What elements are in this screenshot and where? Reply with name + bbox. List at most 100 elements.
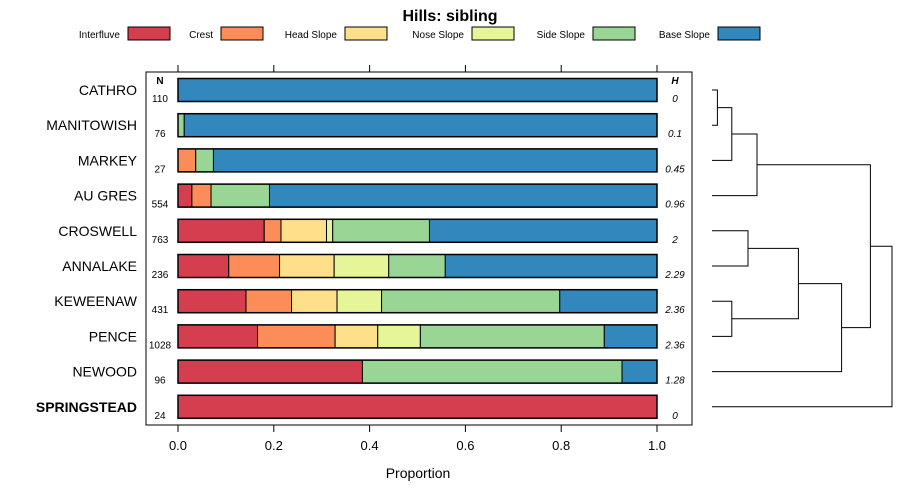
bar-segment-base-slope <box>177 78 658 102</box>
n-value: 763 <box>152 235 169 246</box>
h-value: 0.96 <box>665 200 685 211</box>
bar-segment-crest <box>191 183 212 208</box>
n-value: 554 <box>152 200 169 211</box>
bar-segment-side-slope <box>195 148 214 173</box>
row-label: KEWEENAW <box>54 293 137 309</box>
bar-segment-interfluve <box>177 183 193 208</box>
bar-segment-base-slope <box>428 218 658 243</box>
bar-segment-interfluve <box>177 254 230 278</box>
bar-segment-head-slope <box>280 218 327 243</box>
bar-segment-side-slope <box>332 218 430 243</box>
legend-label: Head Slope <box>285 30 338 41</box>
bar-segment-side-slope <box>419 324 605 349</box>
bar-segment-nose-slope <box>377 324 421 349</box>
bar-segment-side-slope <box>177 113 185 138</box>
bar-segment-base-slope <box>212 148 658 173</box>
dendrogram-link <box>712 300 733 337</box>
x-axis: 0.0 0.2 0.4 0.6 0.8 1.0 <box>169 425 666 453</box>
h-value: 2.29 <box>664 270 685 281</box>
bar-outline <box>177 253 658 279</box>
n-value: 96 <box>154 376 166 387</box>
h-value: 0.1 <box>668 129 682 140</box>
n-value: 76 <box>154 129 166 140</box>
bar-segment-crest <box>257 324 336 349</box>
bar-outline <box>177 288 658 314</box>
n-value: 236 <box>152 270 169 281</box>
bar-segment-interfluve <box>177 324 259 349</box>
row-label: CATHRO <box>79 82 137 98</box>
bar-segment-head-slope <box>334 324 379 349</box>
bar-segment-side-slope <box>388 254 446 278</box>
x-tick-label: 1.0 <box>648 438 666 453</box>
bar-segment-nose-slope <box>336 289 383 314</box>
bar-segment-interfluve <box>177 218 265 243</box>
bar-segment-head-slope <box>279 254 335 278</box>
row-manitowish: MANITOWISH 76 0.1 <box>46 112 682 140</box>
dendrogram-link <box>712 133 758 197</box>
bar-outline <box>177 148 658 173</box>
bar-segment-interfluve <box>177 394 658 419</box>
n-column-header: N <box>156 76 163 87</box>
bar-segment-side-slope <box>381 289 561 314</box>
bar-segment-base-slope <box>183 113 658 138</box>
row-label: MANITOWISH <box>46 117 137 133</box>
bar-segment-crest <box>228 254 281 278</box>
bar-segment-interfluve <box>177 289 247 314</box>
legend-label: Crest <box>189 30 213 41</box>
h-value: 2 <box>671 235 678 246</box>
n-value: 1028 <box>149 340 172 351</box>
n-value: 27 <box>154 164 166 175</box>
legend-swatch <box>127 26 171 41</box>
h-column-header: H <box>671 76 679 87</box>
legend-swatch <box>220 26 264 41</box>
row-label: SPRINGSTEAD <box>36 399 137 415</box>
bar-segment-side-slope <box>210 183 270 208</box>
bar-segment-nose-slope <box>333 254 390 278</box>
row-markey: MARKEY 27 0.45 <box>78 148 685 175</box>
h-value: 2.36 <box>664 305 685 316</box>
legend-label: Nose Slope <box>412 30 464 41</box>
legend-label: Base Slope <box>659 30 711 41</box>
x-tick-label: 0.0 <box>169 438 187 453</box>
row-label: PENCE <box>89 328 137 344</box>
bar-outline <box>177 324 658 349</box>
bar-segment-head-slope <box>291 289 338 314</box>
bar-outline <box>177 359 658 384</box>
bar-outline <box>177 218 658 244</box>
row-label: ANNALAKE <box>62 258 137 274</box>
row-croswell: CROSWELL 763 2 <box>58 218 678 246</box>
bar-segment-base-slope <box>603 324 658 349</box>
dendrogram-link <box>712 245 893 408</box>
row-label: NEWOOD <box>72 364 137 380</box>
legend-swatch <box>344 26 388 41</box>
dendrogram-link <box>757 164 871 329</box>
legend: Interfluve Crest Head Slope Nose Slope Side … <box>79 26 761 41</box>
h-value: 2.36 <box>664 340 685 351</box>
dendrogram-link <box>712 230 749 267</box>
rows: CATHRO 110 0 MANITOWISH 76 0.1 MARKEY 27 0.45 AU … <box>36 77 685 422</box>
bar-outline <box>177 77 658 103</box>
legend-swatch <box>592 26 636 41</box>
bar-outline <box>177 394 658 420</box>
bar-segment-base-slope <box>444 254 658 278</box>
bar-segment-base-slope <box>621 359 658 384</box>
bar-segment-crest <box>177 148 197 173</box>
x-tick-label: 0.4 <box>361 438 379 453</box>
bar-outline <box>177 183 658 208</box>
dendrogram-link <box>712 107 733 161</box>
legend-label: Interfluve <box>79 30 121 41</box>
n-value: 110 <box>152 94 168 105</box>
row-label: AU GRES <box>74 188 137 204</box>
bar-segment-side-slope <box>361 359 623 384</box>
row-au-gres: AU GRES 554 0.96 <box>74 183 685 211</box>
bar-segment-base-slope <box>268 183 658 208</box>
h-value: 1.28 <box>665 376 685 387</box>
h-value: 0 <box>672 411 678 422</box>
row-pence: PENCE 1028 2.36 <box>89 324 685 351</box>
bar-segment-nose-slope <box>325 218 334 243</box>
dendrogram-link <box>712 89 718 126</box>
legend-label: Side Slope <box>537 30 586 41</box>
top-axis-ticks <box>177 65 658 72</box>
row-label: CROSWELL <box>58 223 137 239</box>
